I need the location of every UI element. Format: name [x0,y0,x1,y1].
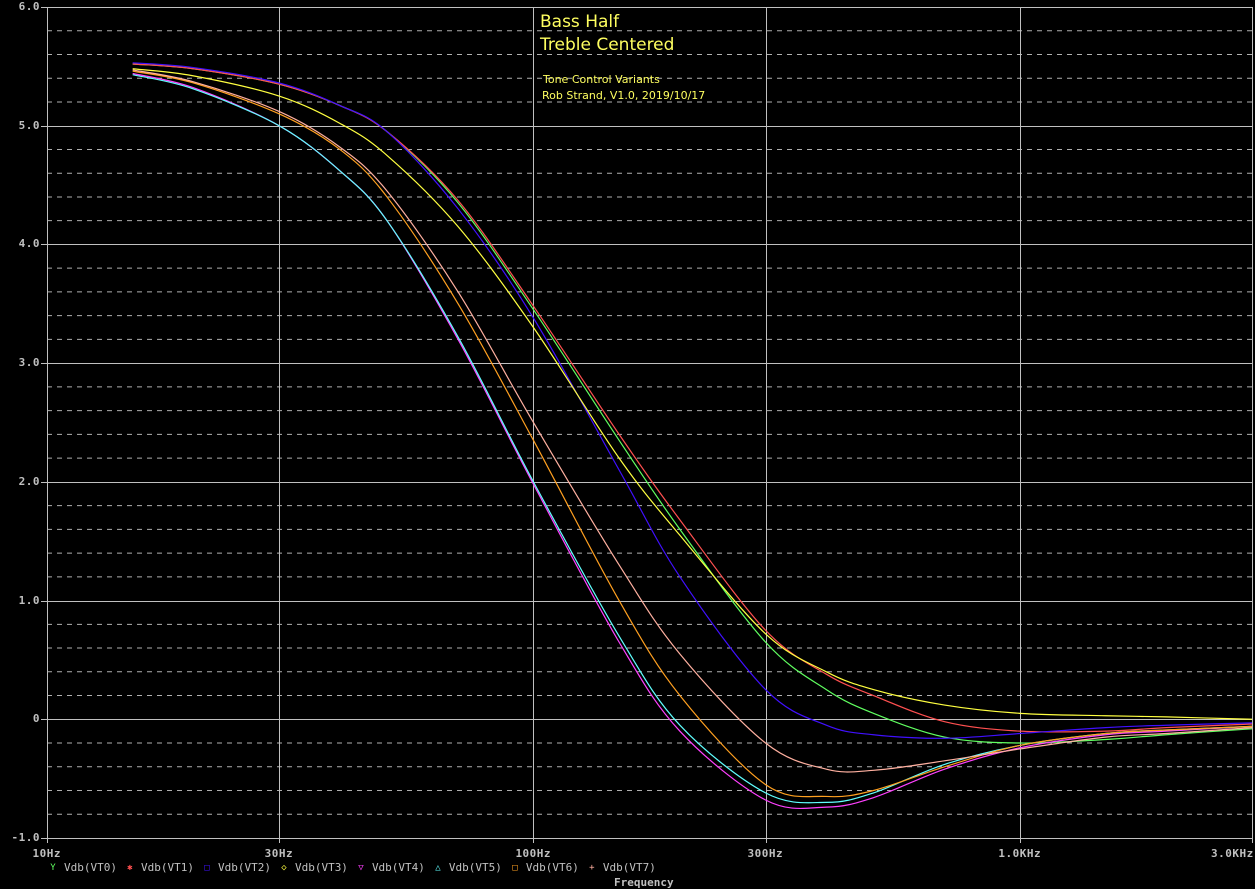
chart-subtitle-line-2: Rob Strand, V1.0, 2019/10/17 [542,89,706,102]
grid-lines [41,7,1253,843]
legend-marker-square-icon: □ [512,862,518,873]
legend-label: Vdb(VT7) [602,861,656,874]
legend-marker-triangle-down-icon: ▽ [358,862,364,873]
x-tick-label: 30Hz [264,847,294,860]
x-tick-label: 1.0KHz [998,847,1042,860]
x-tick-label: 300Hz [747,847,784,860]
legend-label: Vdb(VT4) [371,861,425,874]
y-tick-label: 3.0 [18,356,40,370]
legend-marker-plus-icon: + [589,862,595,873]
x-tick-label: 3.0KHz [1211,847,1254,860]
y-tick-label: 2.0 [18,474,40,488]
legend-item-vt1[interactable]: ✱ Vdb(VT1) [125,861,194,874]
chart-subtitle-line-1: Tone Control Variants [543,73,660,86]
legend-label: Vdb(VT1) [140,861,194,874]
trace-vdb-vt6 [132,70,1253,798]
legend-marker-y-icon: Y [50,862,56,873]
trace-vdb-vt4 [132,72,1253,810]
legend-marker-star-icon: ✱ [127,862,133,873]
legend-label: Vdb(VT0) [64,861,117,874]
legend-marker-triangle-up-icon: △ [435,862,441,873]
trace-vdb-vt7 [132,69,1253,773]
trace-vdb-vt1 [132,63,1253,733]
legend-marker-square-icon: □ [204,862,210,873]
legend-item-vt6[interactable]: □ Vdb(VT6) [510,861,579,874]
legend-marker-diamond-icon: ◇ [281,862,287,873]
y-tick-label: 5.0 [18,118,40,132]
chart-title-line-1: Bass Half [540,12,620,32]
legend-item-vt3[interactable]: ◇ Vdb(VT3) [279,861,348,874]
legend-item-vt5[interactable]: △ Vdb(VT5) [433,861,502,874]
y-tick-label: -1.0 [11,831,40,844]
legend-item-vt7[interactable]: + Vdb(VT7) [587,861,656,874]
x-axis-title: Frequency [614,876,674,889]
y-tick-label: 4.0 [18,237,40,251]
y-tick-label: 6.0 [18,0,40,13]
traces [132,62,1253,810]
y-tick-label: 0 [32,712,40,726]
legend-label: Vdb(VT2) [217,861,271,874]
trace-vdb-vt0 [132,63,1253,744]
trace-vdb-vt3 [132,68,1253,720]
legend-label: Vdb(VT3) [294,861,348,874]
legend-item-vt4[interactable]: ▽ Vdb(VT4) [356,861,425,874]
legend-item-vt2[interactable]: □ Vdb(VT2) [202,861,271,874]
legend-label: Vdb(VT6) [525,861,579,874]
trace-vdb-vt5 [132,74,1253,804]
legend-label: Vdb(VT5) [448,861,502,874]
y-tick-label: 1.0 [18,593,40,607]
trace-vdb-vt2 [132,62,1253,739]
x-tick-label: 100Hz [515,847,552,860]
chart-title-line-2: Treble Centered [540,35,675,55]
legend: Y Vdb(VT0) ✱ Vdb(VT1) □ Vdb(VT2) ◇ Vdb(VT3) … [48,861,664,874]
legend-item-vt0[interactable]: Y Vdb(VT0) [48,861,117,874]
x-tick-label: 10Hz [32,847,61,860]
